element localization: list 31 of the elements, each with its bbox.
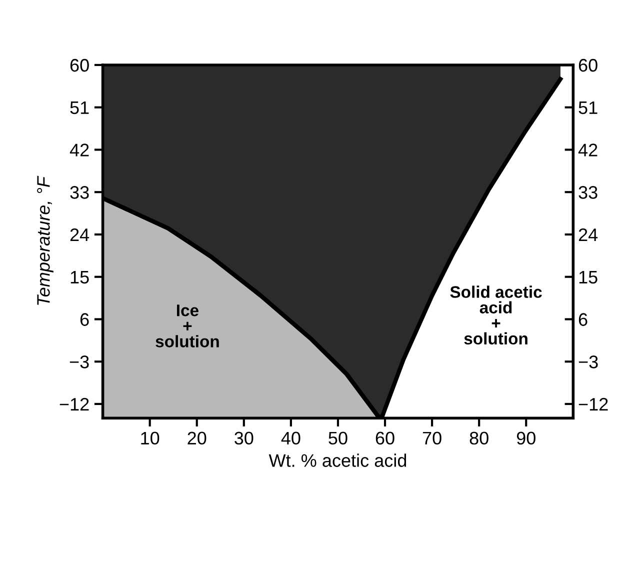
y-tick-label: 42 — [70, 144, 89, 156]
y2-tick-label: 6 — [578, 313, 588, 326]
annotation: Solid acetic acid + solution — [450, 286, 542, 345]
y-tick-label: 24 — [70, 228, 90, 242]
y2-tick-label: −3 — [578, 356, 598, 368]
y-tick-label: 60 — [70, 58, 89, 72]
y-axis-title: Temperature, °F — [37, 176, 54, 305]
x-tick-label: 20 — [188, 432, 206, 445]
x-tick-label: 70 — [422, 432, 442, 445]
x-tick-label: 40 — [281, 432, 300, 445]
y2-tick-label: 24 — [578, 228, 598, 242]
y-tick-label: −12 — [60, 398, 89, 411]
x-tick-label: 60 — [376, 432, 394, 445]
y-tick-label: 15 — [70, 270, 89, 284]
y2-tick-label: 51 — [578, 101, 598, 114]
x-tick-label: 50 — [328, 432, 348, 445]
x-tick-label: 90 — [516, 432, 536, 445]
annotation: Ice + solution — [156, 304, 219, 348]
x-axis-title: Wt. % acetic acid — [268, 454, 406, 467]
x-tick-label: 80 — [470, 432, 488, 445]
x-tick-label: 10 — [141, 432, 160, 445]
y-tick-label: 33 — [70, 186, 89, 199]
y2-tick-label: 60 — [578, 58, 598, 72]
y-tick-label: 6 — [80, 313, 89, 326]
y2-tick-label: 42 — [578, 144, 598, 156]
y2-tick-label: −12 — [578, 398, 608, 411]
y-tick-label: −3 — [70, 356, 89, 368]
y2-tick-label: 15 — [579, 270, 598, 284]
y-tick-label: 51 — [70, 101, 89, 114]
x-tick-label: 30 — [234, 432, 254, 445]
y2-tick-label: 33 — [578, 186, 598, 199]
